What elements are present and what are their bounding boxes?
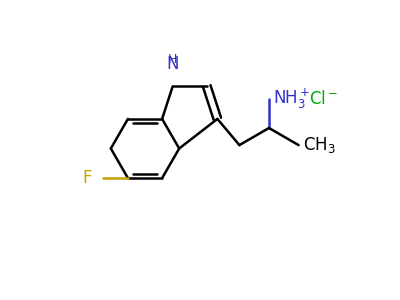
Text: F: F	[83, 169, 92, 187]
Text: NH$_3^+$: NH$_3^+$	[274, 87, 311, 111]
Text: Cl$^-$: Cl$^-$	[309, 90, 338, 108]
Text: CH$_3$: CH$_3$	[303, 135, 336, 155]
Text: N: N	[166, 55, 179, 73]
Text: H: H	[168, 52, 177, 66]
